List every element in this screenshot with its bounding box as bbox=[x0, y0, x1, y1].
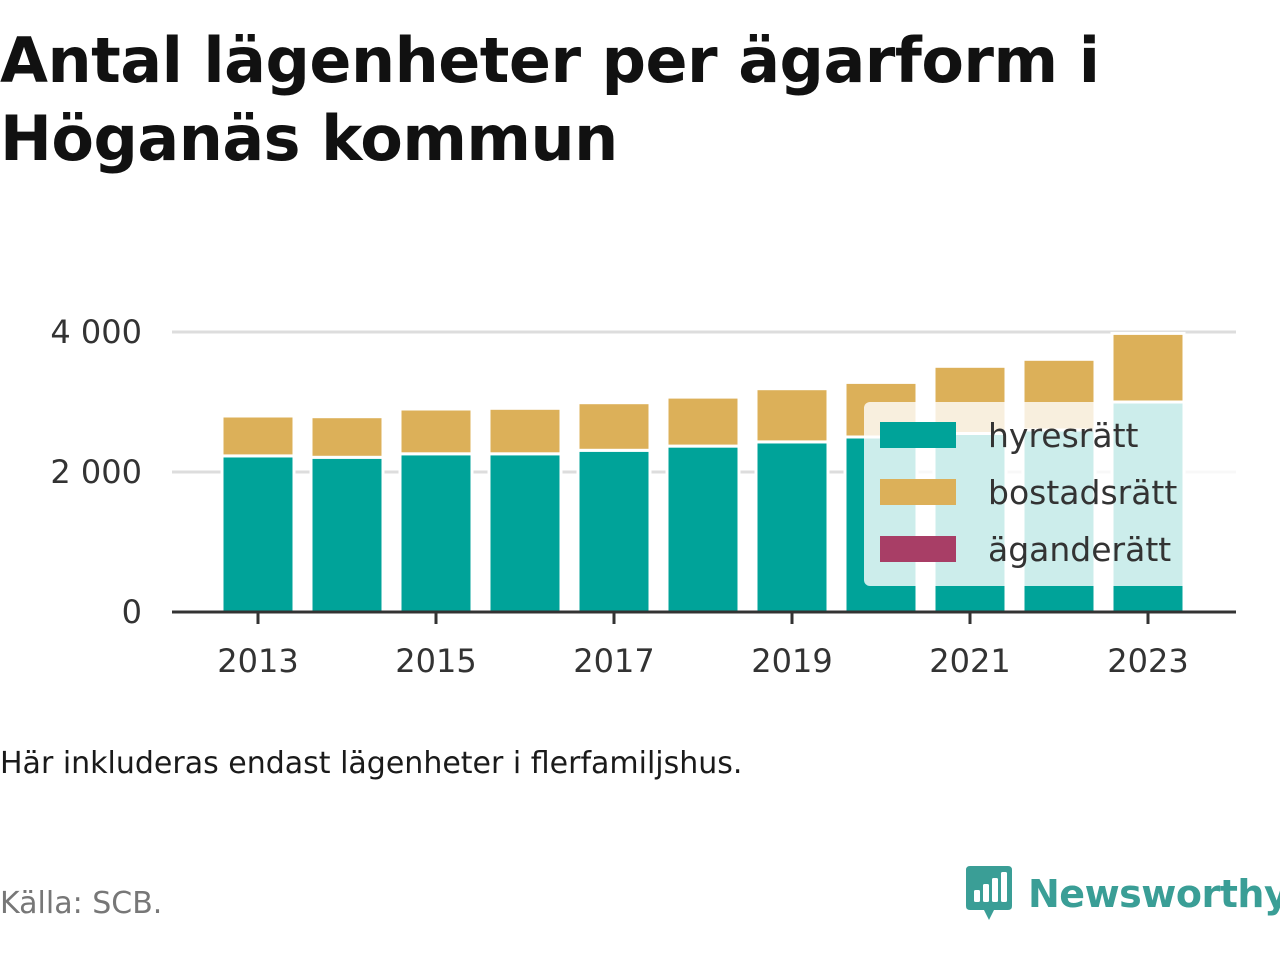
bar-chart-speech-bubble-icon bbox=[966, 866, 1012, 920]
source-note: Källa: SCB. bbox=[0, 886, 163, 921]
x-tick-label: 2015 bbox=[395, 642, 476, 680]
x-tick-label: 2021 bbox=[929, 642, 1010, 680]
bar-segment bbox=[754, 387, 830, 444]
bar-segment bbox=[220, 414, 296, 458]
bar-segment bbox=[665, 395, 741, 448]
y-tick-label: 2 000 bbox=[50, 453, 142, 491]
x-tick-label: 2019 bbox=[751, 642, 832, 680]
bar-segment bbox=[1110, 331, 1186, 404]
legend-label: bostadsrätt bbox=[988, 473, 1177, 512]
bar-segment bbox=[665, 444, 741, 614]
bar-segment bbox=[309, 455, 385, 614]
bar-segment bbox=[220, 454, 296, 614]
bar-segment bbox=[487, 452, 563, 614]
legend: hyresrätt bostadsrätt äganderätt bbox=[864, 402, 1236, 586]
axes: 0 2 000 4 000 2013 2015 2017 2019 2021 2023 bbox=[50, 313, 1236, 680]
y-tick-label: 4 000 bbox=[50, 313, 142, 351]
legend-swatch bbox=[880, 422, 956, 448]
bar-segment bbox=[309, 415, 385, 459]
legend-box bbox=[864, 402, 1236, 586]
bar-segment bbox=[487, 406, 563, 456]
x-tick-label: 2013 bbox=[217, 642, 298, 680]
brand-name: Newsworthy bbox=[1028, 872, 1280, 916]
y-tick-label: 0 bbox=[122, 593, 142, 631]
bar-segment bbox=[576, 401, 652, 452]
chart-title: Antal lägenheter per ägarform i Höganäs … bbox=[0, 24, 1100, 175]
x-tick-label: 2023 bbox=[1107, 642, 1188, 680]
bar-segment bbox=[576, 448, 652, 614]
legend-swatch bbox=[880, 536, 956, 562]
bar-segment bbox=[398, 452, 474, 614]
bar-segment bbox=[754, 440, 830, 614]
brand-logo: Newsworthy bbox=[964, 862, 1280, 926]
chart-caption: Här inkluderas endast lägenheter i flerf… bbox=[0, 746, 743, 781]
legend-label: äganderätt bbox=[988, 530, 1171, 569]
x-tick-label: 2017 bbox=[573, 642, 654, 680]
bar-segment bbox=[398, 407, 474, 456]
legend-swatch bbox=[880, 479, 956, 505]
legend-label: hyresrätt bbox=[988, 416, 1139, 455]
